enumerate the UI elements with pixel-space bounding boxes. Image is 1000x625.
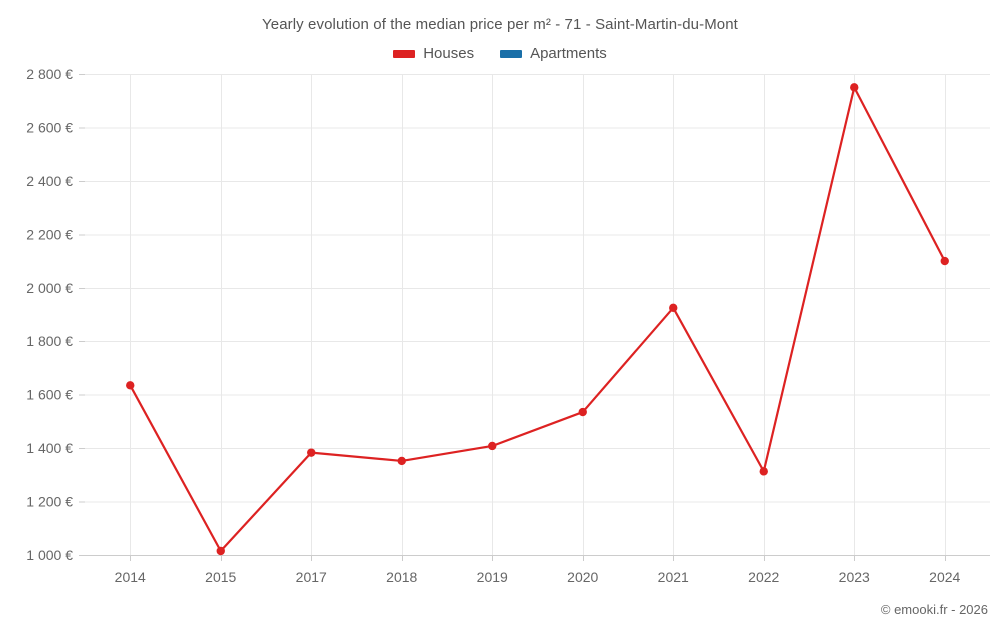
x-axis-tick-label: 2015	[205, 569, 236, 585]
data-point-marker[interactable]	[850, 83, 859, 92]
x-axis-tick-label: 2014	[115, 569, 146, 585]
y-axis-tick-label: 1 000 €	[26, 547, 73, 563]
y-axis-tick-label: 1 600 €	[26, 387, 73, 403]
data-point-marker[interactable]	[216, 546, 225, 556]
y-axis-tick-label: 2 800 €	[26, 66, 73, 82]
legend-item-houses[interactable]: Houses	[393, 45, 474, 62]
y-axis-tick-label: 1 200 €	[26, 494, 73, 510]
legend-label-houses: Houses	[423, 45, 475, 62]
data-point-marker[interactable]	[669, 303, 678, 313]
chart-title: Yearly evolution of the median price per…	[262, 16, 738, 33]
data-point-marker[interactable]	[488, 441, 497, 451]
legend-swatch-houses	[393, 49, 416, 58]
copyright-credit: © emooki.fr - 2026	[880, 602, 988, 617]
x-axis-tick-label: 2019	[477, 569, 508, 585]
legend-label-apartments: Apartments	[530, 45, 607, 62]
y-axis-tick-label: 2 400 €	[26, 173, 73, 189]
y-axis-tick-label: 2 600 €	[26, 119, 73, 135]
data-point-marker[interactable]	[397, 456, 406, 466]
x-axis-tick-label: 2024	[929, 569, 960, 585]
chart-legend: Houses Apartments	[0, 45, 1000, 62]
data-point-marker[interactable]	[759, 467, 768, 476]
y-axis-tick-label: 2 000 €	[26, 280, 73, 296]
series-line-houses	[129, 86, 946, 553]
y-axis-tick-label: 2 200 €	[26, 226, 73, 242]
data-point-marker[interactable]	[578, 407, 587, 417]
x-axis-tick-label: 2017	[296, 569, 327, 585]
x-axis-tick-label: 2023	[839, 569, 870, 585]
data-point-marker[interactable]	[307, 448, 316, 457]
data-point-marker[interactable]	[940, 256, 949, 266]
x-axis-tick-label: 2022	[748, 569, 779, 585]
x-axis-tick-label: 2020	[567, 569, 598, 585]
x-axis-tick-label: 2021	[658, 569, 689, 585]
legend-item-apartments[interactable]: Apartments	[500, 45, 607, 62]
legend-swatch-apartments	[500, 49, 523, 58]
y-axis-tick-label: 1 800 €	[26, 333, 73, 349]
y-axis-tick-label: 1 400 €	[26, 440, 73, 456]
x-axis-tick-label: 2018	[386, 569, 417, 585]
data-point-marker[interactable]	[126, 381, 135, 390]
